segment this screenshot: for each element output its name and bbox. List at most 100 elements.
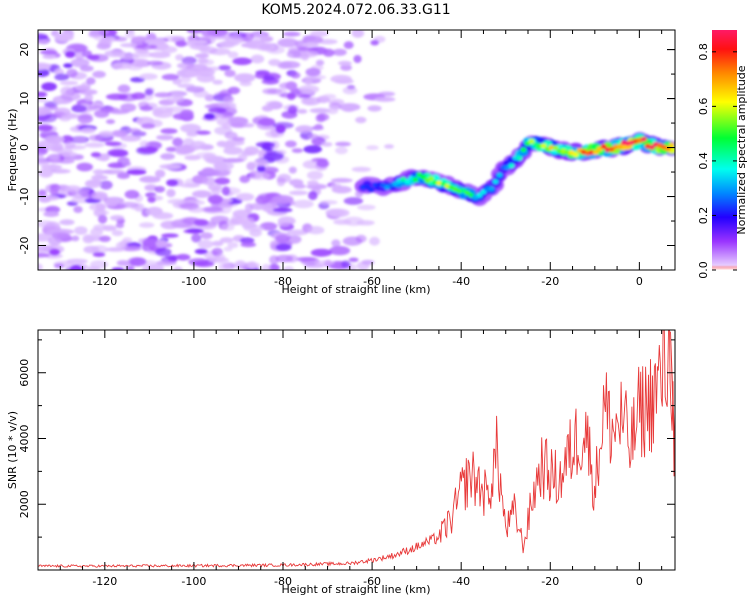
heatmap-cell <box>287 105 298 114</box>
heatmap-cell <box>309 108 331 114</box>
heatmap-ridge-cell <box>572 152 579 158</box>
heatmap-cell <box>355 116 367 124</box>
heatmap-cell <box>283 266 294 270</box>
heatmap-cell <box>203 113 216 120</box>
heatmap-cell <box>154 169 166 178</box>
heatmap-cell <box>161 73 180 81</box>
heatmap-cell <box>111 62 132 70</box>
heatmap-cell <box>118 201 139 208</box>
heatmap-cell <box>227 51 239 59</box>
heatmap-cell <box>122 237 133 244</box>
heatmap-cell <box>105 247 126 252</box>
heatmap-cell <box>272 207 293 213</box>
heatmap-cell <box>38 68 50 77</box>
heatmap-cell <box>295 125 314 134</box>
heatmap-cell <box>196 73 215 83</box>
heatmap-cell <box>66 258 88 264</box>
heatmap-cell <box>139 140 150 148</box>
heatmap-cell <box>255 43 274 52</box>
heatmap-cell <box>149 51 171 59</box>
heatmap-cell <box>243 224 264 232</box>
heatmap-ridge-cell <box>528 138 535 144</box>
heatmap-cell <box>214 177 230 185</box>
heatmap-cell <box>99 235 111 242</box>
heatmap-cell <box>73 206 83 213</box>
heatmap-cell <box>290 72 301 79</box>
heatmap-cell <box>41 82 57 91</box>
colorbar-label: Normalized spectral amplitude <box>735 65 748 234</box>
heatmap-cell <box>332 48 347 56</box>
heatmap-cell <box>221 186 231 196</box>
heatmap-cell <box>98 130 114 137</box>
heatmap-cell <box>60 86 75 96</box>
heatmap-cell <box>109 215 125 221</box>
heatmap-cell <box>244 146 260 156</box>
heatmap-cell <box>384 144 394 149</box>
heatmap-cell <box>38 114 57 123</box>
heatmap-cell <box>38 62 51 70</box>
heatmap-cell <box>335 146 348 155</box>
heatmap-cell <box>366 145 379 151</box>
heatmap-cell <box>94 209 110 216</box>
heatmap-cell <box>217 204 232 214</box>
heatmap-cell <box>63 63 73 68</box>
heatmap-cell <box>222 158 244 163</box>
heatmap-cell <box>275 124 286 134</box>
heatmap-cell <box>90 260 109 269</box>
heatmap-cell <box>60 151 78 158</box>
y-tick-label: 4000 <box>18 424 31 452</box>
heatmap-cell <box>91 191 108 201</box>
heatmap-cell <box>187 39 208 45</box>
heatmap-cell <box>131 131 147 137</box>
heatmap-cell <box>65 266 86 270</box>
heatmap-cell <box>186 30 204 34</box>
heatmap-cell <box>370 39 380 46</box>
heatmap-cell <box>107 148 129 157</box>
heatmap-marks <box>38 30 675 270</box>
heatmap-ridge-cell <box>616 144 623 150</box>
heatmap-cell <box>59 80 79 86</box>
heatmap-cell <box>45 183 60 194</box>
heatmap-cell <box>147 196 156 203</box>
heatmap-cell <box>310 248 332 257</box>
heatmap-cell <box>300 50 319 58</box>
heatmap-cell <box>215 253 226 262</box>
heatmap-ridge-cell <box>592 150 599 155</box>
heatmap-cell <box>285 81 298 91</box>
heatmap-cell <box>185 71 201 77</box>
heatmap-cell <box>315 59 325 66</box>
colorbar-tick-label: 0.0 <box>697 261 710 279</box>
heatmap-cell <box>118 54 140 60</box>
heatmap-cell <box>167 94 185 103</box>
heatmap-cell <box>200 169 222 174</box>
heatmap-cell <box>378 91 396 97</box>
heatmap-cell <box>64 185 81 193</box>
heatmap-cell <box>340 64 352 71</box>
heatmap-cell <box>71 235 80 242</box>
heatmap-cell <box>287 229 308 236</box>
heatmap-cell <box>139 222 155 228</box>
heatmap-cell <box>216 117 230 126</box>
heatmap-cell <box>131 92 146 100</box>
snr-panel: -120 -100 -80 -60 -40 -20 0 2000 4000 6000 Height… <box>6 329 676 596</box>
heatmap-cell <box>232 57 252 66</box>
heatmap-cell <box>343 41 354 49</box>
heatmap-cell <box>271 195 294 204</box>
heatmap-cell <box>38 124 53 132</box>
x-tick-label: -40 <box>452 575 470 588</box>
heatmap-cell <box>310 30 329 37</box>
heatmap-cell <box>351 166 371 172</box>
heatmap-cell <box>208 107 227 114</box>
heatmap-cell <box>109 109 130 115</box>
heatmap-cell <box>120 103 137 112</box>
heatmap-cell <box>192 190 212 198</box>
heatmap-cell <box>54 32 74 42</box>
heatmap-cell <box>152 212 174 220</box>
heatmap-cell <box>88 105 103 110</box>
heatmap-cell <box>277 222 291 227</box>
heatmap-cell <box>185 86 205 93</box>
heatmap-cell <box>94 109 110 118</box>
heatmap-cell <box>253 158 268 167</box>
heatmap-cell <box>191 233 202 243</box>
